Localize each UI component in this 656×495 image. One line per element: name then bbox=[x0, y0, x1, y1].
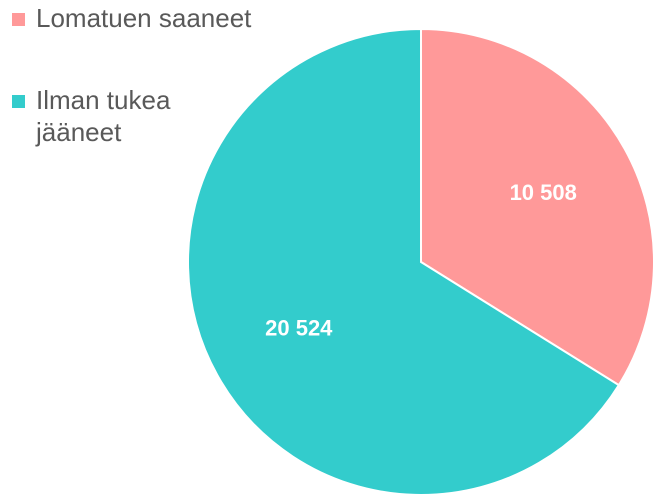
pie-slice bbox=[187, 27, 621, 495]
legend-item: Lomatuen saaneet bbox=[12, 2, 251, 34]
data-label: 20 524 bbox=[265, 316, 333, 341]
pie-slice bbox=[420, 27, 655, 387]
legend-item: Ilman tukea jääneet bbox=[12, 84, 211, 148]
legend-label: Ilman tukea jääneet bbox=[36, 85, 171, 147]
data-label: 10 508 bbox=[510, 180, 577, 205]
legend-swatch bbox=[12, 13, 25, 26]
legend-label: Lomatuen saaneet bbox=[36, 3, 252, 33]
legend-swatch bbox=[12, 95, 25, 108]
legend: Lomatuen saaneet Ilman tukea jääneet bbox=[12, 2, 251, 198]
